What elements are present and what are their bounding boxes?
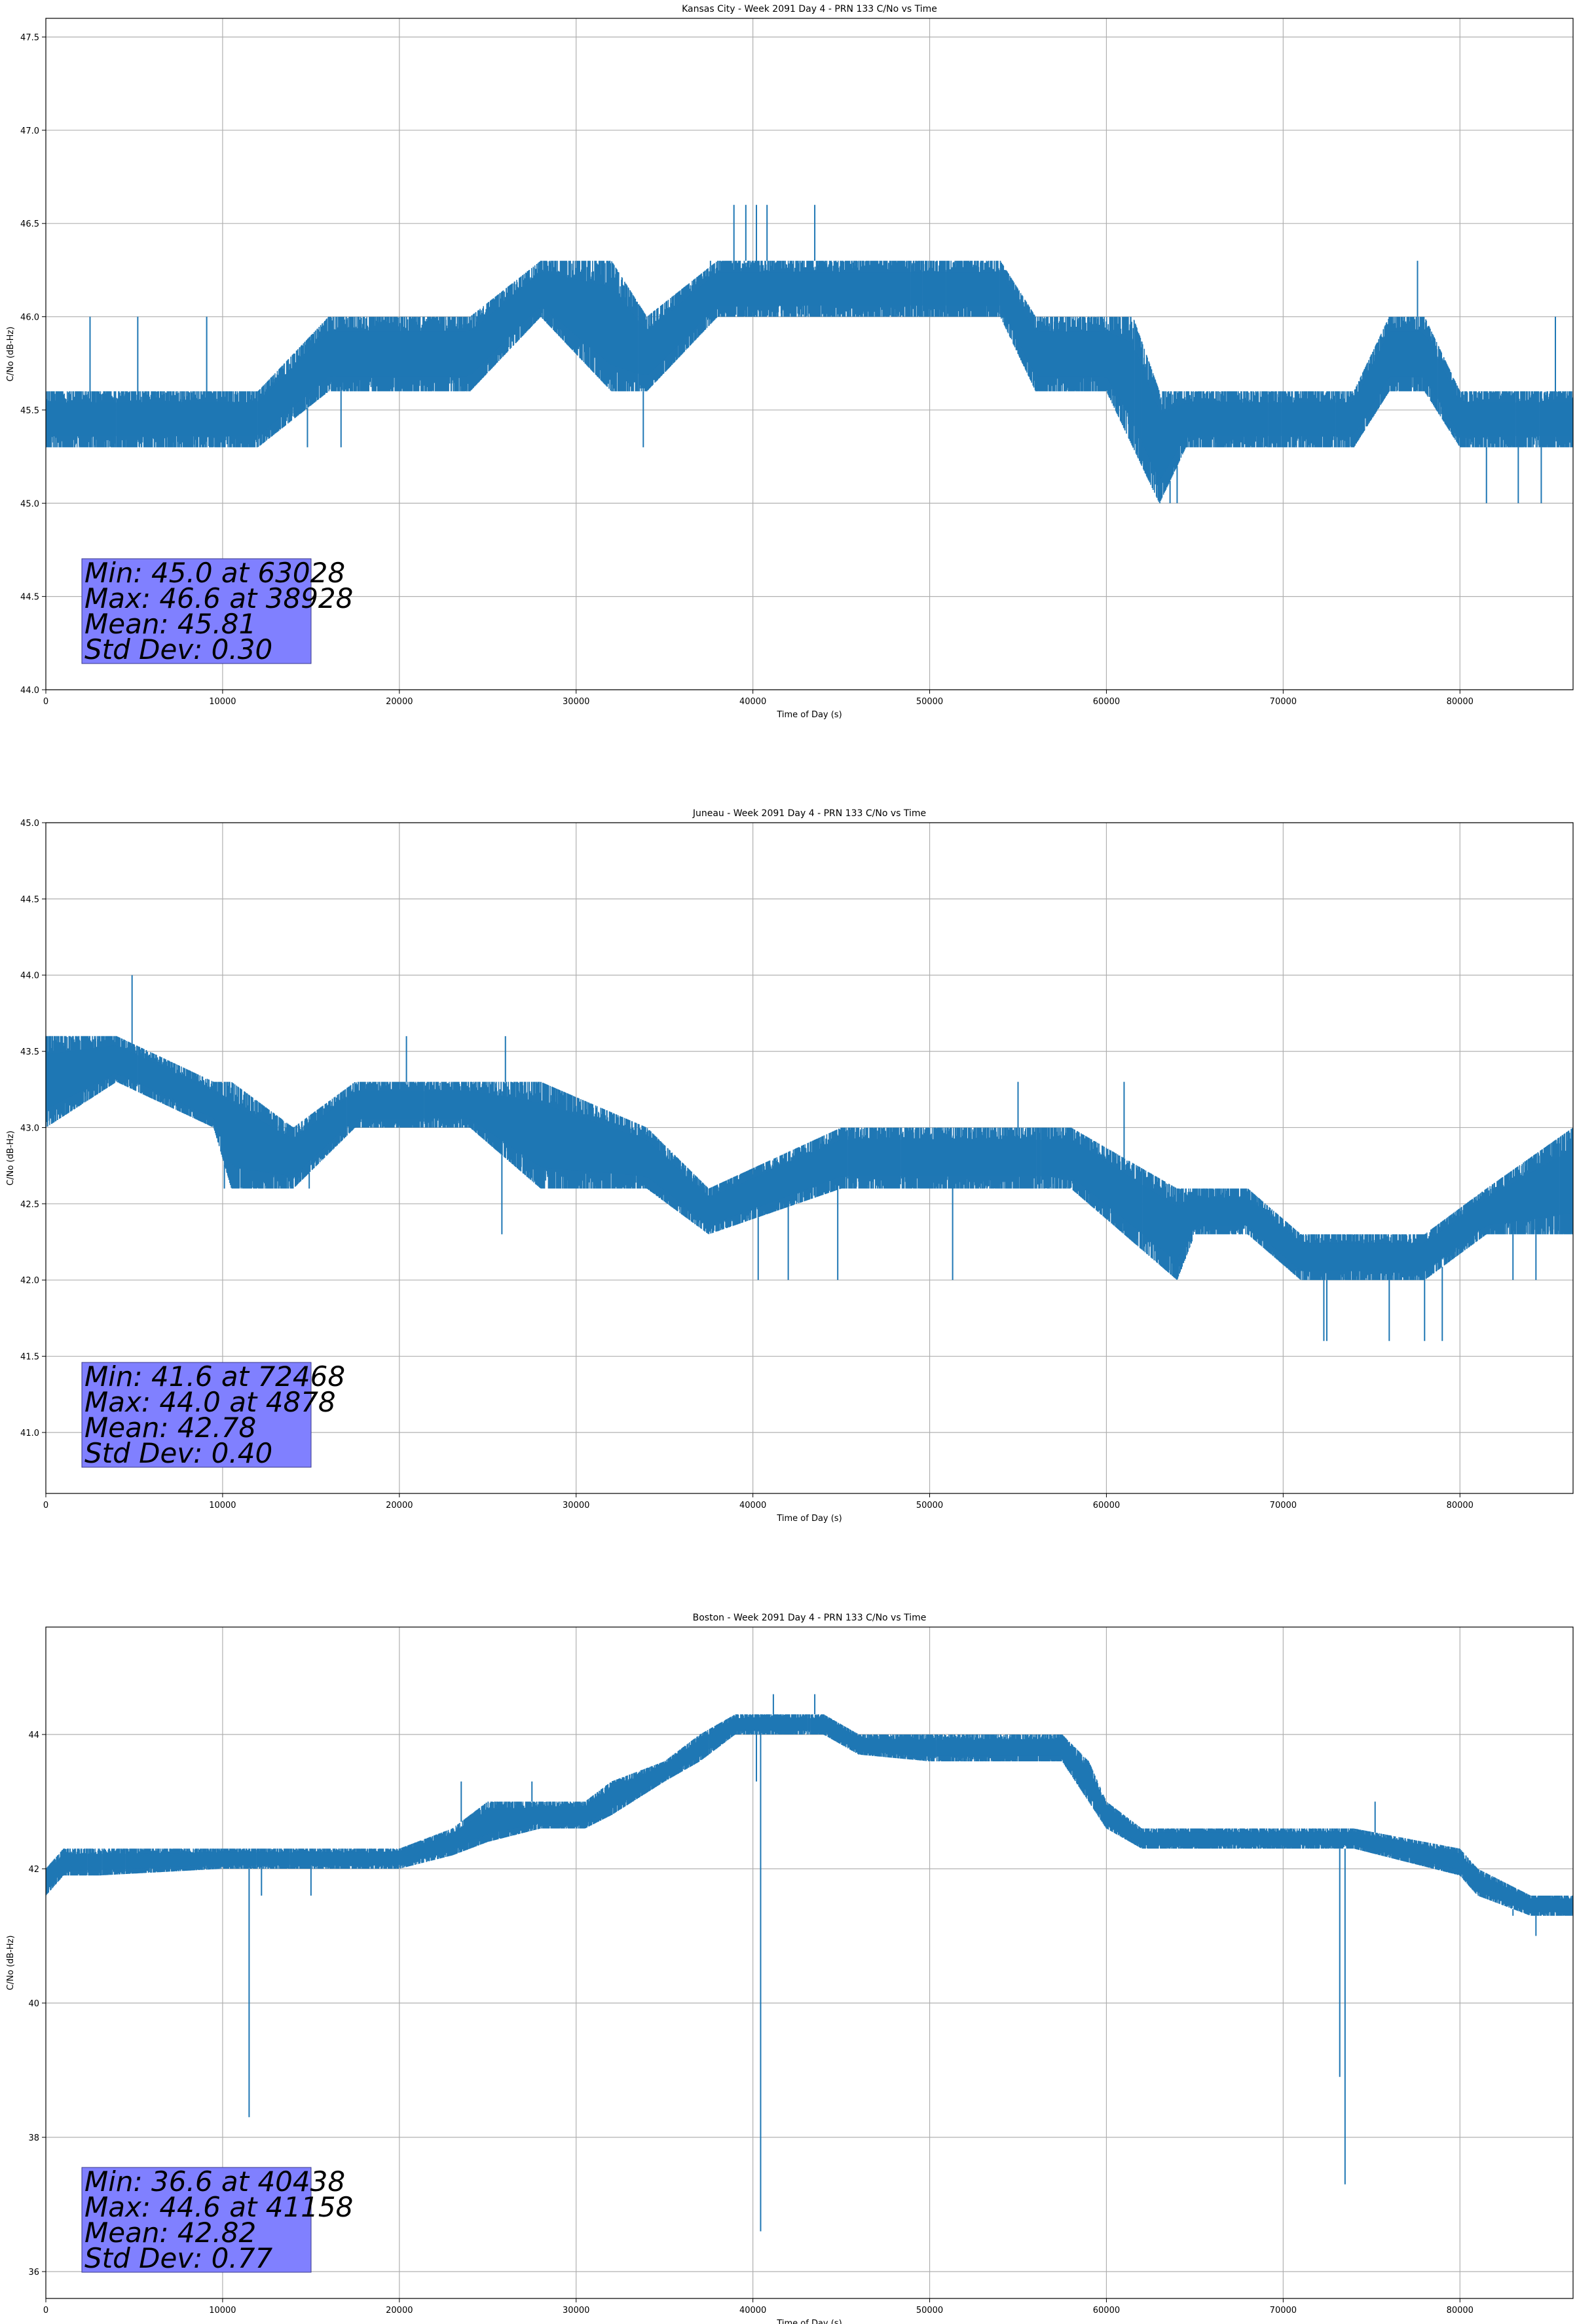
- stats-line: Mean: 42.78: [84, 1412, 256, 1444]
- x-tick-label: 20000: [386, 2306, 413, 2315]
- series-core: [46, 272, 1573, 479]
- stats-line: Mean: 42.82: [84, 2217, 256, 2249]
- y-tick-label: 38: [28, 2133, 39, 2143]
- y-tick-label: 44.0: [20, 971, 39, 981]
- stats-line: Min: 36.6 at 40438: [84, 2165, 345, 2198]
- y-tick-label: 43.0: [20, 1123, 39, 1133]
- y-tick-label: 45.0: [20, 819, 39, 829]
- y-tick-label: 41.5: [20, 1353, 39, 1362]
- x-tick-label: 20000: [386, 697, 413, 707]
- x-tick-label: 70000: [1270, 2306, 1297, 2315]
- stats-line: Max: 44.6 at 41158: [84, 2191, 353, 2223]
- x-tick-label: 10000: [209, 697, 236, 707]
- x-tick-label: 50000: [916, 697, 943, 707]
- x-tick-label: 20000: [386, 1501, 413, 1510]
- x-tick-label: 10000: [209, 2306, 236, 2315]
- x-tick-label: 50000: [916, 2306, 943, 2315]
- y-tick-label: 45.0: [20, 499, 39, 509]
- y-tick-label: 44.5: [20, 593, 39, 603]
- y-axis-label: C/No (dB-Hz): [6, 327, 16, 382]
- x-tick-label: 60000: [1093, 2306, 1120, 2315]
- chart-3: 0 10000 20000 30000 40000 50000 60000 70000 8000…: [6, 1613, 1574, 2324]
- y-tick-label: 47.5: [20, 33, 39, 43]
- y-tick-label: 46.0: [20, 313, 39, 323]
- stats-box-background: [81, 558, 312, 664]
- stats-box-background: [81, 2167, 312, 2273]
- stats-box-background: [81, 1362, 312, 1468]
- chart-title: Boston - Week 2091 Day 4 - PRN 133 C/No …: [693, 1613, 927, 1623]
- stats-line: Std Dev: 0.77: [84, 2242, 272, 2274]
- y-tick-label: 44: [28, 1731, 39, 1740]
- y-axis-label: C/No (dB-Hz): [6, 1936, 16, 1991]
- x-tick-label: 80000: [1447, 1501, 1474, 1510]
- axes-frame: [45, 18, 1574, 690]
- stats-line: Std Dev: 0.30: [84, 633, 272, 665]
- stats-line: Max: 46.6 at 38928: [84, 582, 353, 614]
- stats-line: Min: 41.6 at 72468: [84, 1360, 345, 1393]
- y-tick-label: 42.0: [20, 1276, 39, 1286]
- x-tick-label: 80000: [1447, 2306, 1474, 2315]
- stats-line: Std Dev: 0.40: [84, 1437, 272, 1469]
- y-tick-label: 47.0: [20, 126, 39, 136]
- y-tick-label: 44.0: [20, 686, 39, 696]
- x-axis-label: Time of Day (s): [776, 2319, 842, 2324]
- y-axis-label: C/No (dB-Hz): [6, 1131, 16, 1186]
- stats-line: Mean: 45.81: [84, 608, 256, 640]
- x-tick-label: 30000: [563, 697, 589, 707]
- chart-2: 0 10000 20000 30000 40000 50000 60000 70000 8000…: [6, 808, 1574, 1524]
- x-tick-label: 40000: [739, 2306, 766, 2315]
- x-tick-label: 10000: [209, 1501, 236, 1510]
- data-series: [45, 1694, 1573, 2232]
- x-axis-label: Time of Day (s): [776, 1514, 842, 1524]
- y-tick-label: 36: [28, 2268, 39, 2277]
- x-tick-label: 30000: [563, 2306, 589, 2315]
- x-tick-label: 70000: [1270, 697, 1297, 707]
- x-tick-label: 80000: [1447, 697, 1474, 707]
- axes-frame: [45, 1626, 1574, 2299]
- y-tick-label: 46.5: [20, 219, 39, 229]
- x-tick-label: 50000: [916, 1501, 943, 1510]
- series-core: [46, 1718, 1573, 1912]
- y-tick-label: 40: [28, 1999, 39, 2009]
- x-tick-label: 40000: [739, 1501, 766, 1510]
- axes-frame: [45, 822, 1574, 1494]
- chart-title: Juneau - Week 2091 Day 4 - PRN 133 C/No …: [692, 808, 926, 819]
- x-tick-label: 60000: [1093, 697, 1120, 707]
- x-axis-label: Time of Day (s): [776, 710, 842, 720]
- y-tick-label: 42: [28, 1865, 39, 1875]
- y-tick-label: 43.5: [20, 1047, 39, 1057]
- stats-line: Max: 44.0 at 4878: [84, 1386, 336, 1418]
- x-tick-label: 30000: [563, 1501, 589, 1510]
- x-tick-label: 0: [43, 697, 48, 707]
- x-tick-label: 0: [43, 1501, 48, 1510]
- y-tick-label: 45.5: [20, 406, 39, 416]
- x-tick-label: 40000: [739, 697, 766, 707]
- stats-line: Min: 45.0 at 63028: [84, 557, 345, 589]
- series-core: [46, 1045, 1573, 1271]
- y-tick-label: 44.5: [20, 895, 39, 905]
- x-tick-label: 70000: [1270, 1501, 1297, 1510]
- x-tick-label: 0: [43, 2306, 48, 2315]
- data-series: [45, 975, 1573, 1341]
- y-tick-label: 41.0: [20, 1429, 39, 1438]
- series-band: [45, 1714, 1573, 1916]
- x-tick-label: 60000: [1093, 1501, 1120, 1510]
- y-tick-label: 42.5: [20, 1200, 39, 1210]
- chart-title: Kansas City - Week 2091 Day 4 - PRN 133 …: [682, 4, 937, 14]
- data-series: [45, 204, 1574, 504]
- chart-1: 0 10000 20000 30000 40000 50000 60000 70000 8000…: [6, 4, 1574, 720]
